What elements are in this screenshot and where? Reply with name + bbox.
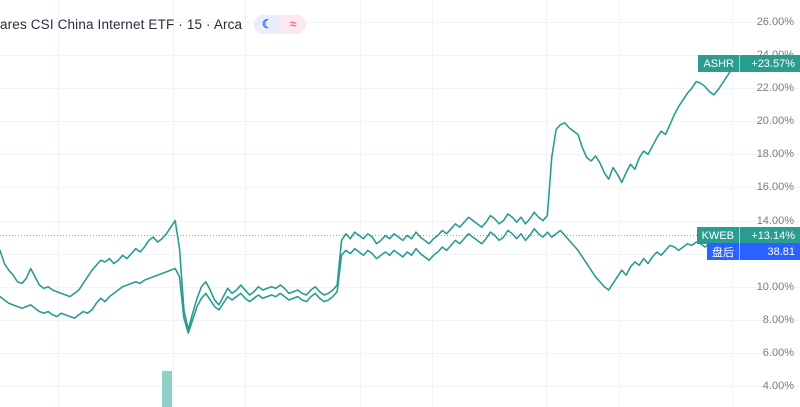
price-tag-value: +23.57% [751,57,795,70]
price-axis-tick: 8.00% [762,313,794,326]
session-badge[interactable]: ☾ ≈ [254,14,307,34]
price-tag-symbol: ASHR [703,57,734,70]
price-tag-value: 38.81 [767,245,795,258]
price-tag-divider [739,227,740,244]
price-axis-tick: 4.00% [762,380,794,392]
price-axis-tick: 22.00% [756,82,794,95]
price-tag-kweb-afterhours[interactable]: 盘后 38.81 [707,243,800,260]
chart-header: ares CSI China Internet ETF · 15 · Arca … [0,13,307,35]
price-tag-ashr[interactable]: ASHR +23.57% [698,55,800,72]
price-axis-tick: 14.00% [756,214,794,227]
price-axis-tick: 16.00% [756,181,794,194]
symbol-title[interactable]: ares CSI China Internet ETF · 15 · Arca [0,16,243,32]
price-tag-kweb[interactable]: KWEB +13.14% [696,227,800,244]
price-tag-symbol: 盘后 [712,246,734,259]
wave-icon: ≈ [280,14,307,34]
price-axis-tick: 18.00% [756,148,794,161]
price-tag-divider [739,243,740,260]
price-tag-divider [739,55,740,72]
price-axis-tick: 6.00% [762,346,794,359]
moon-icon: ☾ [254,14,281,34]
price-tag-symbol: KWEB [701,229,734,242]
price-axis-tick: 20.00% [756,115,794,128]
price-axis-tick: 10.00% [756,280,794,293]
price-tag-value: +13.14% [751,229,795,242]
price-axis-tick: 26.00% [756,16,794,28]
